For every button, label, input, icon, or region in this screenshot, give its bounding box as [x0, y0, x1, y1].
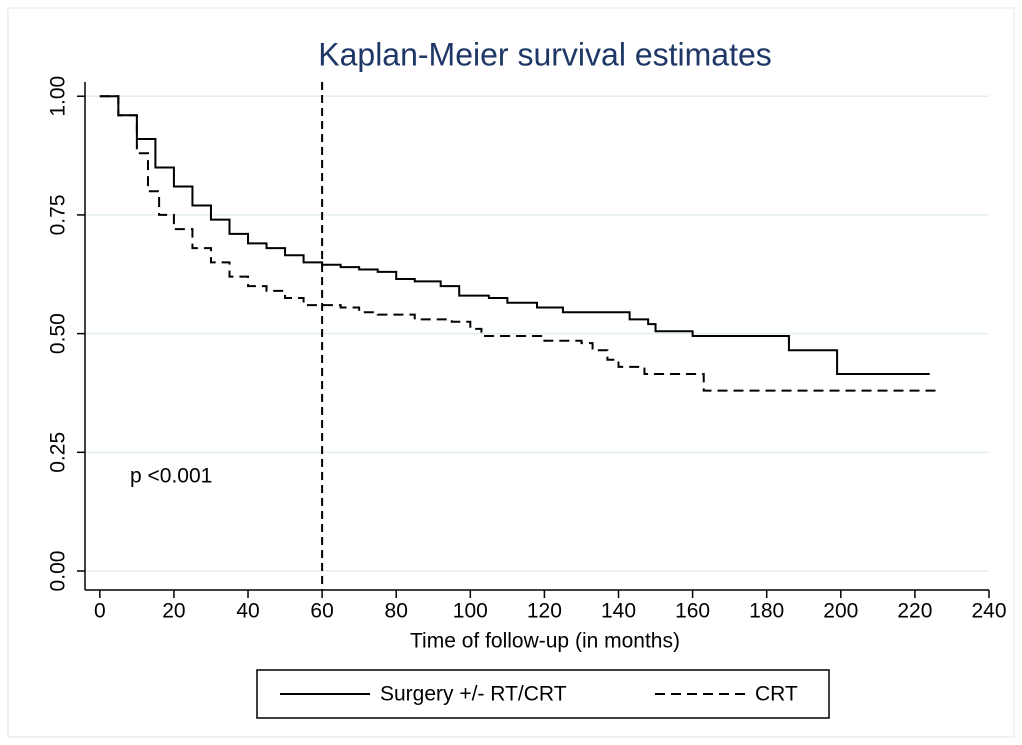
chart-title: Kaplan-Meier survival estimates	[318, 36, 772, 72]
frame	[7, 7, 1015, 738]
x-tick-label: 220	[897, 600, 932, 623]
x-tick-label: 100	[453, 600, 488, 623]
y-tick-label: 0.00	[47, 551, 70, 592]
x-tick-label: 120	[527, 600, 562, 623]
x-tick-label: 140	[601, 600, 636, 623]
legend-label: CRT	[755, 683, 798, 706]
x-tick-label: 160	[675, 600, 710, 623]
x-tick-label: 180	[749, 600, 784, 623]
x-tick-label: 200	[823, 600, 858, 623]
x-tick-label: 40	[236, 600, 259, 623]
y-tick-label: 0.50	[47, 313, 70, 354]
x-tick-label: 20	[162, 600, 185, 623]
x-tick-label: 240	[971, 600, 1006, 623]
survival-curve	[99, 95, 930, 375]
x-tick-label: 60	[310, 600, 333, 623]
x-axis-label: Time of follow-up (in months)	[410, 630, 680, 653]
annotation: p <0.001	[130, 465, 212, 488]
legend-label: Surgery +/- RT/CRT	[380, 683, 567, 706]
x-tick-label: 0	[94, 600, 106, 623]
y-tick-label: 0.25	[47, 432, 70, 473]
y-tick-label: 1.00	[47, 76, 70, 117]
y-tick-label: 0.75	[47, 194, 70, 235]
x-tick-label: 80	[385, 600, 408, 623]
